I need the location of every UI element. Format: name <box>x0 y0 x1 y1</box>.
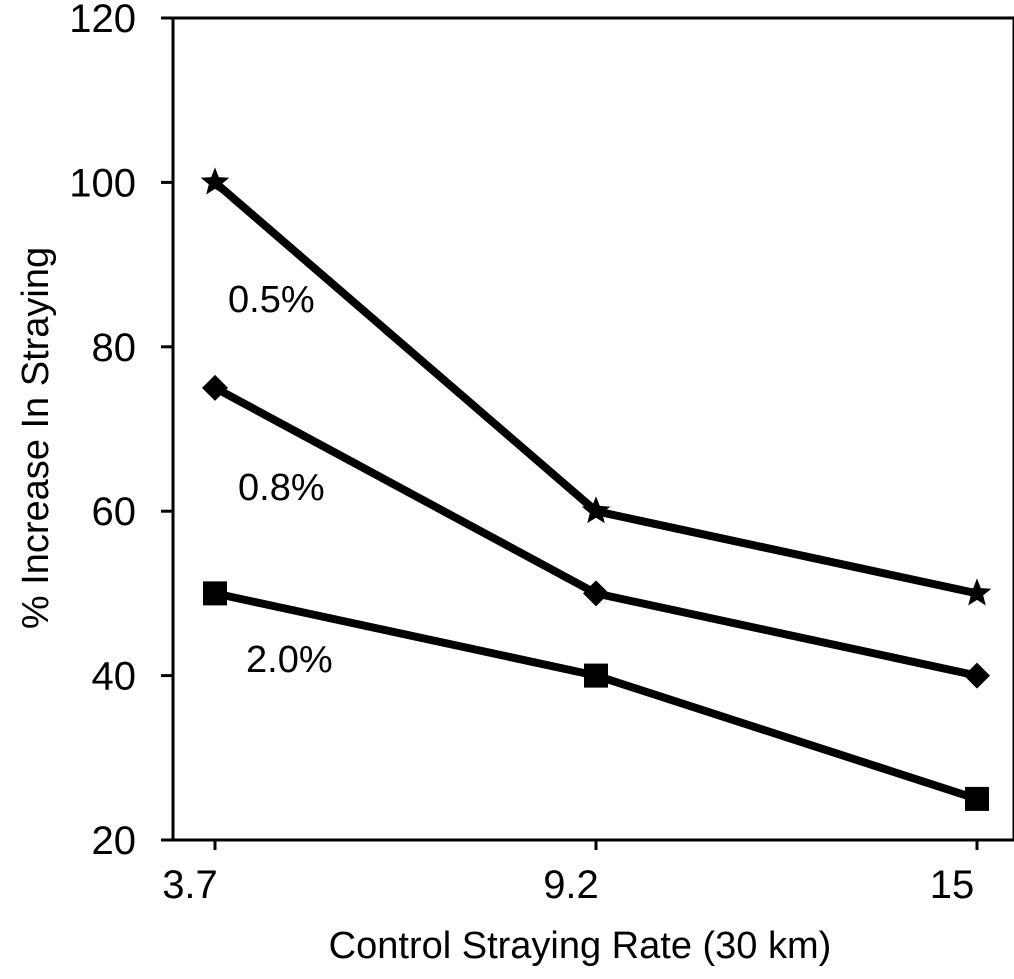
series-line-0-8 <box>213 384 978 680</box>
y-axis-ticks: 20 40 60 80 100 120 <box>69 0 173 863</box>
y-tick-label-100: 100 <box>69 161 136 205</box>
x-tick-label-0: 3.7 <box>162 863 218 907</box>
y-tick-label-120: 120 <box>69 0 136 41</box>
point-2-0-2 <box>965 786 989 811</box>
point-2-0-0 <box>203 581 227 606</box>
series-label-0-8: 0.8% <box>238 467 325 509</box>
y-tick-label-80: 80 <box>92 326 137 370</box>
y-tick-label-40: 40 <box>92 655 137 699</box>
plot-frame <box>171 16 1014 842</box>
y-axis-title: % Increase In Straying <box>15 247 57 629</box>
y-tick-label-20: 20 <box>92 819 137 863</box>
point-2-0-1 <box>584 663 608 688</box>
y-tick-label-60: 60 <box>92 490 137 534</box>
series-markers <box>200 167 992 811</box>
point-0-8-0 <box>202 374 228 401</box>
series-label-0-5: 0.5% <box>228 279 315 321</box>
x-tick-label-1: 9.2 <box>543 863 599 907</box>
point-0-5-2 <box>962 578 992 606</box>
series-line-2-0 <box>214 589 979 803</box>
x-tick-label-2: 15 <box>930 863 975 907</box>
x-axis-title: Control Straying Rate (30 km) <box>329 925 832 967</box>
series-line-0-5 <box>212 179 978 598</box>
point-0-8-2 <box>964 662 990 689</box>
x-axis-ticks: 3.7 9.2 15 <box>162 840 979 907</box>
point-0-8-1 <box>583 580 609 607</box>
series-lines <box>212 179 979 803</box>
point-0-5-1 <box>581 496 611 524</box>
point-0-5-0 <box>200 167 230 195</box>
series-label-2-0: 2.0% <box>246 639 333 681</box>
